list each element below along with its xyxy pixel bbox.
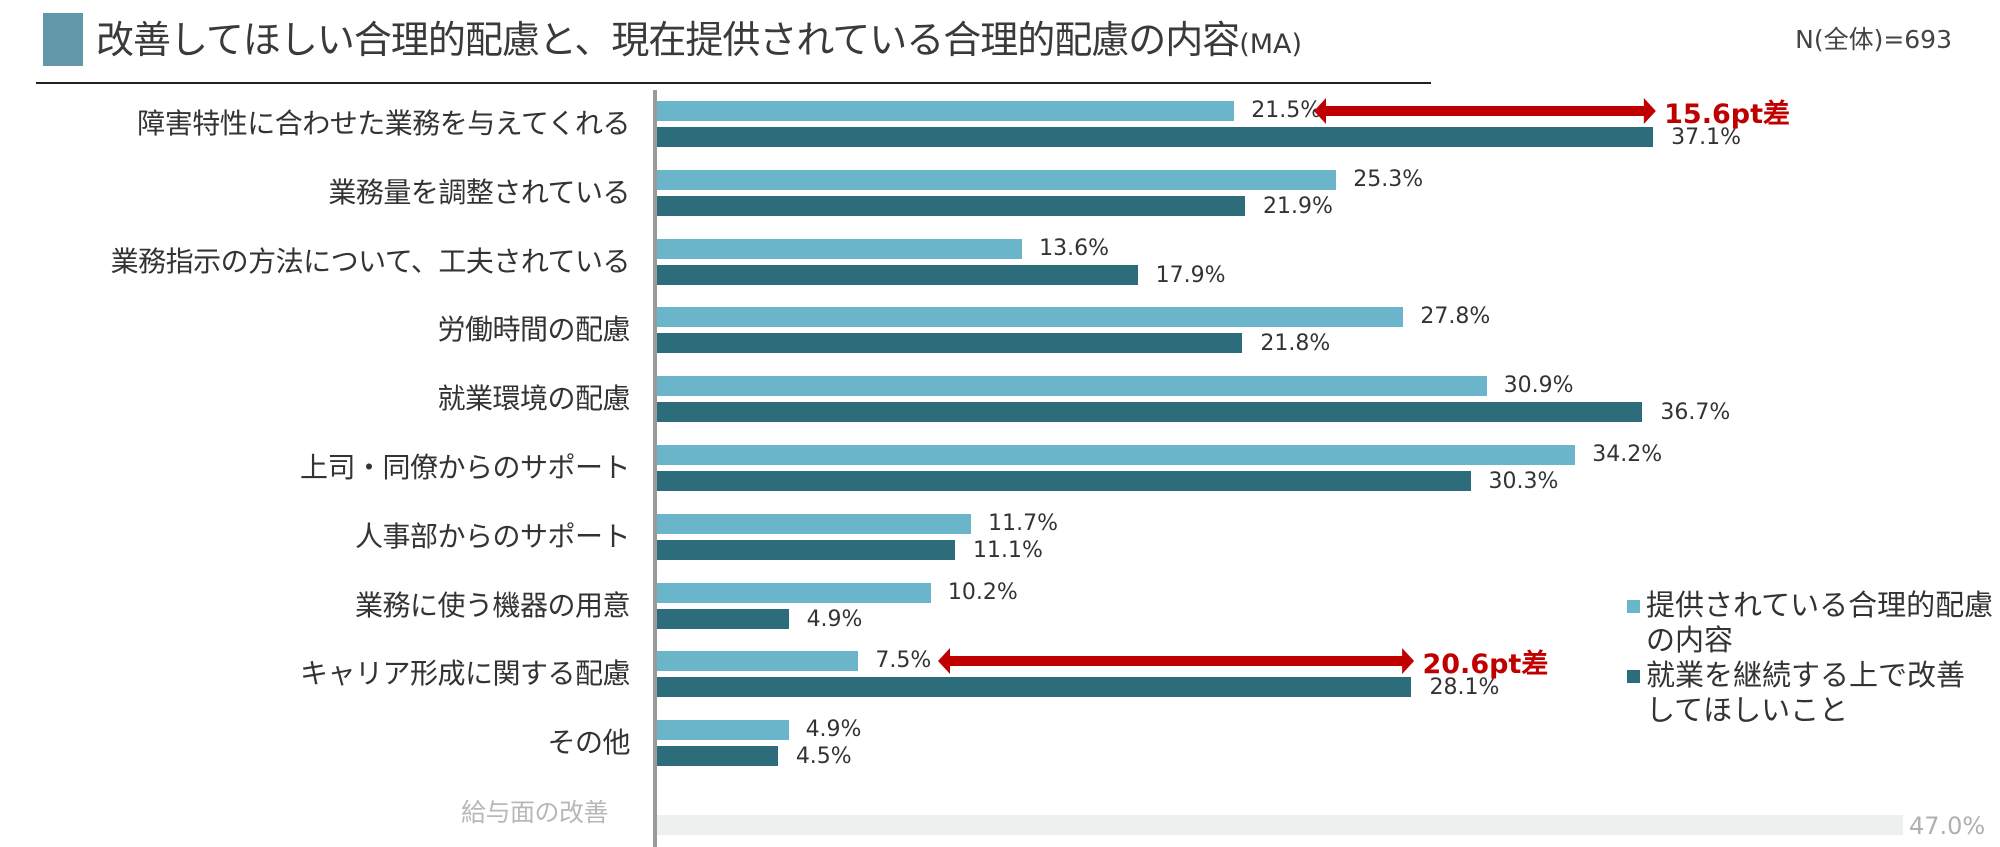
title-accent-block: [43, 13, 83, 66]
bar-provided: [657, 445, 1576, 465]
legend-label: 就業を継続する上で改善してほしいこと: [1646, 658, 1966, 727]
bar-improve: [657, 539, 956, 560]
category-label: その他: [547, 726, 630, 760]
double-arrow-icon: [938, 648, 1415, 675]
category-axis-line: [653, 90, 657, 847]
title-text: 改善してほしい合理的配慮と、現在提供されている合理的配慮の内容: [96, 18, 1240, 62]
category-label: 障害特性に合わせた業務を与えてくれる: [137, 107, 630, 140]
value-label-improve: 4.9%: [806, 606, 863, 632]
category-label-faded: 給与面の改善: [460, 798, 609, 827]
difference-label: 20.6pt差: [1422, 649, 1549, 681]
page-title: 改善してほしい合理的配慮と、現在提供されている合理的配慮の内容(MA): [96, 14, 1302, 71]
bar-provided: [657, 307, 1404, 328]
bar-improve: [657, 608, 789, 629]
category-label: 就業環境の配慮: [437, 382, 630, 416]
value-label-faded: 47.0%: [1908, 812, 1986, 840]
bar-provided: [657, 513, 972, 534]
category-label: 業務指示の方法について、工夫されている: [110, 244, 631, 278]
bar-improve: [657, 471, 1471, 491]
value-label-provided: 25.3%: [1353, 166, 1424, 192]
value-label-improve: 11.1%: [973, 537, 1043, 563]
bar-provided: [657, 169, 1337, 190]
bar-faded: [657, 815, 1903, 835]
value-label-improve: 37.1%: [1671, 125, 1742, 150]
value-label-improve: 28.1%: [1429, 675, 1500, 701]
legend-item-improve: 就業を継続する上で改善してほしいこと: [1624, 658, 1994, 728]
category-label: 労働時間の配慮: [437, 313, 630, 347]
title-divider: [36, 82, 1431, 84]
value-label-improve: 36.7%: [1660, 400, 1731, 426]
bar-improve: [657, 746, 778, 767]
double-arrow-icon: [1314, 98, 1657, 124]
value-label-provided: 10.2%: [947, 579, 1018, 605]
value-label-improve: 30.3%: [1488, 469, 1559, 494]
value-label-provided: 27.8%: [1420, 304, 1491, 330]
value-label-improve: 4.5%: [795, 744, 852, 770]
difference-label: 15.6pt差: [1664, 99, 1790, 130]
value-label-provided: 30.9%: [1503, 373, 1574, 399]
bar-provided: [657, 582, 931, 603]
value-label-provided: 13.6%: [1039, 235, 1110, 261]
bar-improve: [657, 264, 1138, 285]
bar-provided: [657, 651, 859, 672]
category-label: キャリア形成に関する配慮: [299, 657, 631, 691]
legend-swatch-provided: [1627, 600, 1640, 613]
value-label-improve: 17.9%: [1155, 262, 1226, 288]
value-label-provided: 21.5%: [1251, 98, 1322, 123]
legend-label: 提供されている合理的配慮の内容: [1646, 588, 1994, 657]
value-label-provided: 7.5%: [875, 648, 932, 674]
bar-provided: [657, 720, 789, 741]
legend-swatch-improve: [1627, 670, 1640, 683]
category-label: 人事部からのサポート: [354, 519, 631, 553]
title-suffix: (MA): [1239, 29, 1303, 60]
value-label-improve: 21.8%: [1260, 331, 1331, 357]
bar-provided: [657, 238, 1023, 259]
value-label-improve: 21.9%: [1263, 193, 1333, 219]
bar-improve: [657, 677, 1412, 698]
category-label: 業務量を調整されている: [328, 175, 630, 209]
bar-improve: [657, 333, 1243, 354]
bar-improve: [657, 127, 1654, 147]
legend-item-provided: 提供されている合理的配慮の内容: [1624, 588, 1994, 658]
bar-improve: [657, 402, 1643, 423]
value-label-provided: 34.2%: [1592, 442, 1663, 467]
sample-size-note: N(全体)=693: [1795, 25, 1952, 54]
chart-legend: 提供されている合理的配慮の内容 就業を継続する上で改善してほしいこと: [1624, 588, 1994, 728]
value-label-provided: 4.9%: [805, 717, 862, 743]
category-label: 上司・同僚からのサポート: [299, 451, 631, 484]
bar-provided: [657, 376, 1487, 397]
value-label-provided: 11.7%: [988, 510, 1059, 536]
category-label: 業務に使う機器の用意: [354, 588, 631, 622]
bar-improve: [657, 195, 1245, 216]
bar-provided: [657, 101, 1235, 121]
